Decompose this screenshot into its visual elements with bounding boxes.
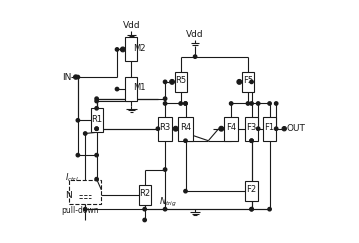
Text: F4: F4 [226, 123, 236, 132]
Text: IN: IN [62, 73, 71, 82]
Circle shape [256, 127, 260, 130]
Circle shape [143, 208, 146, 211]
Bar [69, 180, 102, 204]
Circle shape [95, 127, 98, 130]
Circle shape [115, 87, 119, 91]
Circle shape [163, 97, 167, 100]
Circle shape [250, 139, 253, 142]
Text: R2: R2 [139, 189, 150, 198]
Bar [242, 72, 254, 92]
Text: R5: R5 [175, 76, 186, 85]
Circle shape [74, 75, 78, 79]
Circle shape [268, 102, 271, 105]
Bar [139, 184, 151, 205]
Circle shape [163, 168, 167, 171]
Bar [90, 108, 103, 132]
Bar [175, 72, 187, 92]
Text: F3: F3 [246, 123, 257, 132]
Circle shape [256, 102, 260, 105]
Circle shape [219, 126, 224, 131]
Text: M1: M1 [133, 83, 145, 92]
Circle shape [95, 127, 98, 130]
Circle shape [163, 208, 167, 211]
Circle shape [115, 48, 119, 51]
Text: R3: R3 [159, 123, 171, 132]
Circle shape [95, 99, 98, 103]
Circle shape [95, 177, 98, 181]
Text: F2: F2 [247, 185, 257, 194]
Circle shape [170, 79, 174, 84]
Bar [125, 37, 137, 61]
Circle shape [84, 132, 87, 135]
Circle shape [76, 75, 80, 79]
Bar [158, 117, 172, 141]
Circle shape [163, 80, 167, 84]
Circle shape [250, 102, 253, 105]
Circle shape [163, 102, 167, 105]
Bar [245, 117, 258, 141]
Circle shape [120, 47, 125, 52]
Circle shape [95, 153, 98, 157]
Circle shape [194, 55, 197, 58]
Circle shape [184, 102, 187, 105]
Text: Vdd: Vdd [186, 30, 204, 39]
Text: N: N [65, 191, 71, 200]
Circle shape [84, 208, 87, 211]
Circle shape [250, 208, 253, 211]
Circle shape [76, 153, 80, 157]
Text: R1: R1 [91, 115, 102, 124]
Circle shape [184, 139, 187, 142]
Bar [125, 77, 137, 101]
Circle shape [250, 80, 253, 84]
Circle shape [229, 102, 233, 105]
Circle shape [173, 126, 178, 131]
Bar [224, 117, 238, 141]
Text: F5: F5 [243, 76, 253, 85]
Circle shape [184, 190, 187, 193]
Bar [245, 181, 258, 201]
Circle shape [275, 102, 278, 105]
Text: $N_{trig}$: $N_{trig}$ [159, 195, 177, 208]
Text: F1: F1 [265, 123, 275, 132]
Circle shape [250, 139, 253, 142]
Circle shape [179, 102, 182, 105]
Bar [263, 117, 276, 141]
Circle shape [246, 102, 250, 105]
Circle shape [156, 127, 159, 130]
Circle shape [268, 208, 271, 211]
Circle shape [237, 79, 242, 84]
Text: OUT: OUT [286, 124, 305, 133]
Circle shape [184, 102, 187, 105]
Text: M2: M2 [133, 44, 145, 53]
Circle shape [76, 119, 80, 122]
Circle shape [95, 97, 98, 100]
Circle shape [275, 127, 278, 130]
Text: R4: R4 [180, 123, 191, 132]
Circle shape [282, 127, 286, 131]
Bar [178, 117, 193, 141]
Circle shape [95, 107, 98, 110]
Text: Vdd: Vdd [123, 21, 140, 30]
Text: pull-down: pull-down [61, 206, 99, 215]
Circle shape [143, 218, 146, 222]
Text: $I_{ctrl}$: $I_{ctrl}$ [65, 172, 79, 184]
Circle shape [250, 208, 253, 211]
